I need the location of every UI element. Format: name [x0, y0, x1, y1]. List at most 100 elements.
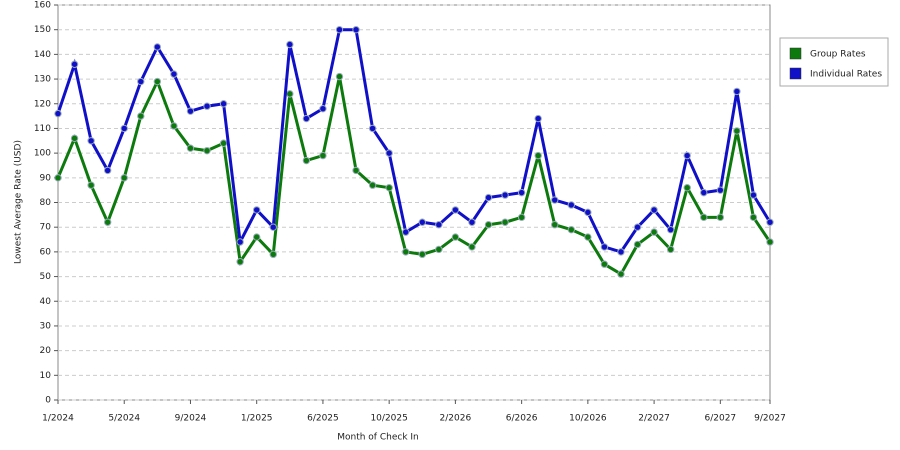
point: [451, 206, 460, 214]
y-axis-label: Lowest Average Rate (USD): [14, 140, 24, 264]
y-tick-label: 60: [40, 247, 52, 257]
point: [600, 243, 609, 251]
point: [484, 221, 493, 229]
point: [286, 40, 294, 49]
y-tick-label: 70: [40, 223, 52, 233]
y-tick-label: 150: [34, 25, 51, 35]
point: [302, 156, 311, 165]
y-tick-label: 110: [34, 124, 51, 134]
plot-area: [57, 4, 771, 401]
point: [219, 139, 228, 147]
y-tick-label: 160: [34, 1, 51, 11]
x-tick-label: 1/2024: [42, 414, 74, 424]
point: [203, 102, 211, 110]
point: [352, 25, 360, 34]
point: [335, 72, 344, 81]
point: [153, 77, 162, 86]
point: [650, 228, 658, 236]
point: [54, 174, 62, 182]
y-tick-label: 140: [34, 50, 51, 60]
point: [170, 70, 178, 78]
y-tick-label: 20: [40, 346, 52, 356]
point: [733, 127, 741, 135]
point: [186, 144, 195, 152]
x-tick-label: 6/2026: [506, 414, 538, 424]
point: [385, 183, 393, 192]
y-tick-label: 30: [40, 321, 52, 331]
point: [170, 122, 178, 130]
point: [617, 270, 625, 278]
point: [435, 245, 443, 254]
x-tick-label: 1/2025: [241, 414, 273, 424]
point: [402, 248, 410, 256]
point: [269, 250, 277, 259]
point: [733, 87, 741, 96]
point: [402, 228, 410, 236]
point: [319, 151, 327, 160]
x-tick-label: 5/2024: [108, 414, 140, 424]
legend-swatch: [789, 47, 802, 60]
point: [700, 213, 708, 222]
point: [269, 223, 277, 231]
point: [534, 114, 542, 123]
point: [103, 166, 112, 175]
point: [219, 100, 228, 108]
point: [716, 186, 725, 194]
point: [517, 188, 526, 197]
point: [319, 104, 327, 113]
point: [633, 240, 642, 249]
y-tick-label: 100: [34, 149, 51, 159]
point: [451, 233, 460, 241]
point: [335, 25, 344, 34]
x-tick-label: 6/2025: [307, 414, 339, 424]
point: [120, 124, 128, 133]
point: [517, 213, 526, 222]
y-tick-label: 0: [45, 396, 51, 406]
x-tick-label: 9/2027: [754, 414, 786, 424]
x-tick-label: 9/2024: [175, 414, 207, 424]
x-tick-label: 10/2026: [569, 414, 607, 424]
point: [54, 109, 62, 118]
point: [716, 213, 725, 222]
point: [385, 149, 393, 157]
point: [567, 201, 576, 209]
y-tick-label: 50: [40, 272, 52, 282]
x-tick-label: 2/2027: [638, 414, 670, 424]
point: [766, 218, 774, 226]
x-axis-label: Month of Check In: [337, 433, 419, 443]
point: [236, 238, 244, 246]
point: [186, 107, 195, 115]
y-tick-label: 80: [40, 198, 52, 208]
point: [501, 191, 509, 199]
point: [203, 146, 211, 155]
point: [584, 208, 592, 217]
y-tick-label: 10: [40, 371, 52, 381]
point: [286, 90, 294, 98]
point: [749, 213, 758, 222]
y-tick-label: 90: [40, 173, 52, 183]
point: [484, 193, 493, 202]
point: [153, 43, 162, 51]
point: [584, 233, 592, 241]
point: [501, 218, 509, 226]
legend-label: Individual Rates: [810, 70, 882, 80]
point: [683, 183, 691, 192]
point: [633, 223, 642, 231]
point: [468, 243, 476, 251]
x-tick-label: 2/2026: [440, 414, 472, 424]
point: [352, 166, 360, 175]
point: [766, 238, 774, 246]
point: [551, 196, 559, 204]
point: [120, 174, 128, 182]
point: [302, 114, 311, 123]
point: [368, 124, 377, 133]
point: [749, 191, 758, 199]
series-line: [56, 28, 772, 254]
y-tick-label: 40: [40, 297, 52, 307]
legend-label: Group Rates: [810, 50, 866, 60]
point: [683, 151, 691, 160]
point: [700, 188, 708, 197]
point: [70, 60, 79, 68]
point: [137, 112, 145, 120]
point: [650, 206, 658, 214]
